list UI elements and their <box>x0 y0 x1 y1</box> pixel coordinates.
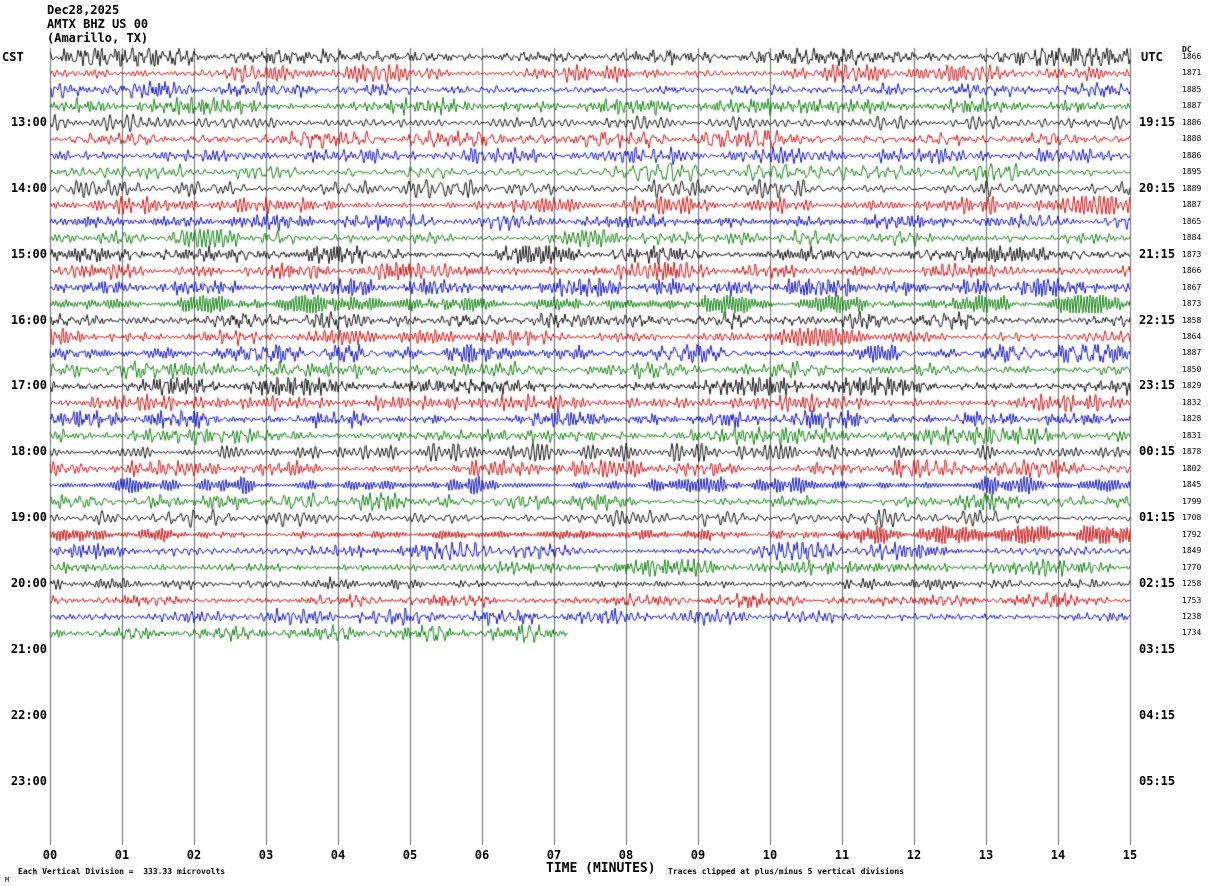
left-axis-title: CST <box>2 50 24 64</box>
header-date: Dec28,2025 <box>47 3 120 17</box>
dc-value: 1799 <box>1182 496 1202 506</box>
left-hour-label: 14:00 <box>10 180 47 195</box>
x-tick-label: 09 <box>690 848 706 862</box>
dc-value: 1792 <box>1182 529 1202 539</box>
dc-value: 1889 <box>1182 183 1202 193</box>
dc-value: 1829 <box>1182 381 1202 391</box>
right-hour-label: 00:15 <box>1139 444 1176 459</box>
x-tick-label: 11 <box>834 848 850 862</box>
dc-value: 1831 <box>1182 430 1202 440</box>
dc-value: 1802 <box>1182 463 1202 473</box>
dc-value: 1873 <box>1182 249 1202 259</box>
left-hour-label: 23:00 <box>10 773 47 788</box>
left-hour-label: 22:00 <box>10 707 47 722</box>
x-tick-label: 06 <box>474 848 490 862</box>
dc-value: 1753 <box>1182 595 1202 605</box>
dc-value: 1895 <box>1182 167 1202 177</box>
x-tick-label: 03 <box>258 848 274 862</box>
left-hour-label: 13:00 <box>10 114 47 129</box>
dc-value: 1866 <box>1182 52 1202 61</box>
right-hour-label: 22:15 <box>1139 312 1176 327</box>
dc-value: 1887 <box>1182 101 1202 111</box>
left-hour-label: 19:00 <box>10 510 47 525</box>
dc-value: 1888 <box>1182 134 1202 144</box>
dc-value: 1858 <box>1182 315 1202 325</box>
right-hour-label: 05:15 <box>1139 773 1176 788</box>
dc-value: 1865 <box>1182 216 1202 226</box>
right-hour-label: 03:15 <box>1139 641 1176 656</box>
dc-value: 1258 <box>1182 579 1202 589</box>
left-hour-label: 18:00 <box>10 444 47 459</box>
x-tick-label: 04 <box>330 848 346 862</box>
x-tick-label: 00 <box>42 848 58 862</box>
x-tick-label: 08 <box>618 848 634 862</box>
dc-value: 1873 <box>1182 299 1202 309</box>
dc-value: 1849 <box>1182 546 1202 556</box>
left-hour-label: 21:00 <box>10 641 47 656</box>
corner-mark: M <box>5 876 10 884</box>
x-tick-label: 01 <box>114 848 130 862</box>
right-hour-label: 20:15 <box>1139 180 1176 195</box>
dc-value: 1887 <box>1182 200 1202 210</box>
left-hour-label: 15:00 <box>10 246 47 261</box>
dc-value: 1866 <box>1182 266 1202 276</box>
dc-value: 1850 <box>1182 364 1202 374</box>
x-tick-label: 02 <box>186 848 202 862</box>
dc-value: 1885 <box>1182 84 1202 94</box>
right-hour-label: 19:15 <box>1139 114 1176 129</box>
x-tick-label: 14 <box>1050 848 1066 862</box>
x-tick-label: 07 <box>546 848 562 862</box>
right-hour-label: 01:15 <box>1139 510 1176 525</box>
x-tick-label: 12 <box>906 848 922 862</box>
dc-value: 1871 <box>1182 68 1202 78</box>
x-tick-label: 05 <box>402 848 418 862</box>
footer-clip-note: Traces clipped at plus/minus 5 vertical … <box>668 867 905 876</box>
dc-value: 1864 <box>1182 331 1202 341</box>
right-hour-label: 04:15 <box>1139 707 1176 722</box>
right-axis-title: UTC <box>1141 50 1163 64</box>
x-tick-label: 13 <box>978 848 994 862</box>
dc-value: 1845 <box>1182 480 1202 490</box>
right-hour-label: 23:15 <box>1139 378 1176 393</box>
dc-value: 1770 <box>1182 562 1202 572</box>
dc-value: 1708 <box>1182 513 1202 523</box>
header-station: AMTX BHZ US 00 <box>47 17 149 31</box>
dc-value: 1734 <box>1182 628 1202 638</box>
x-tick-label: 15 <box>1122 848 1138 862</box>
footer-scale-note: Each Vertical Division = 333.33 microvol… <box>18 867 226 876</box>
right-hour-label: 21:15 <box>1139 246 1176 261</box>
dc-value: 1878 <box>1182 447 1202 457</box>
dc-value: 1886 <box>1182 117 1202 127</box>
dc-value: 1828 <box>1182 414 1202 424</box>
dc-value: 1886 <box>1182 150 1202 160</box>
dc-column-header: DC <box>1182 45 1192 54</box>
x-axis-title: TIME (MINUTES) <box>546 861 656 876</box>
x-tick-label: 10 <box>762 848 778 862</box>
dc-value: 1884 <box>1182 233 1202 243</box>
left-hour-label: 16:00 <box>10 312 47 327</box>
left-hour-label: 20:00 <box>10 576 47 591</box>
left-hour-label: 17:00 <box>10 378 47 393</box>
dc-value: 1867 <box>1182 282 1202 292</box>
dc-value: 1887 <box>1182 348 1202 358</box>
header-location: (Amarillo, TX) <box>47 31 149 45</box>
dc-value: 1238 <box>1182 611 1202 621</box>
dc-value: 1832 <box>1182 397 1202 407</box>
right-hour-label: 02:15 <box>1139 576 1176 591</box>
